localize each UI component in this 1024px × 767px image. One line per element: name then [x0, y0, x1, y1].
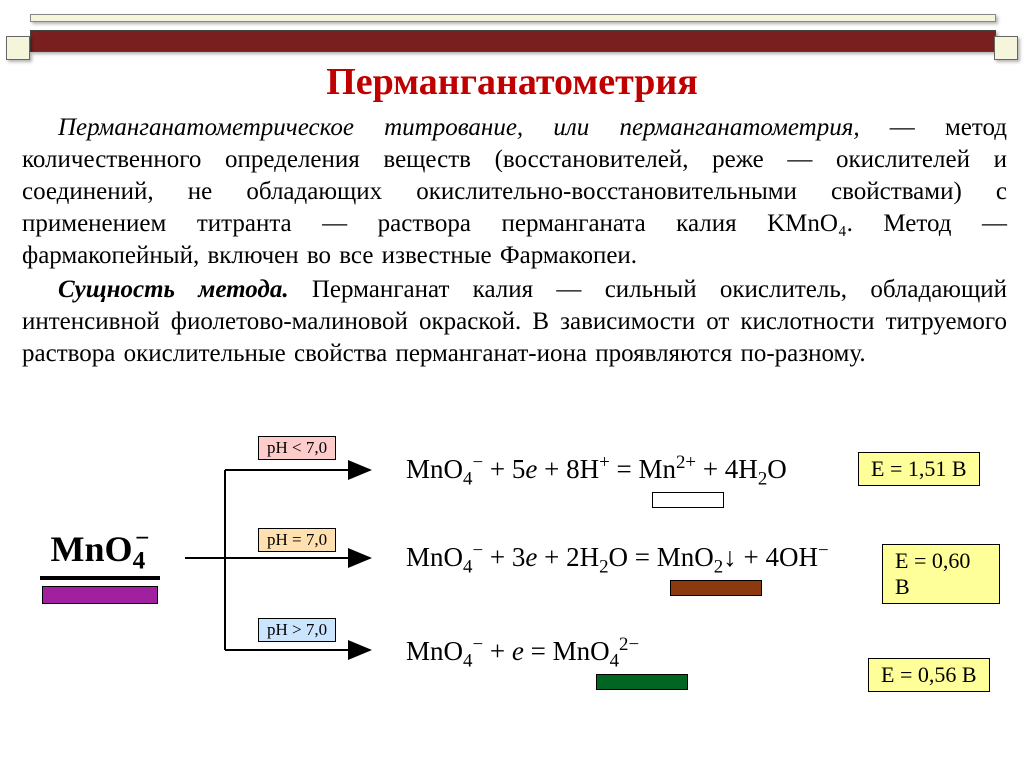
eq-basic: MnO4− + e = MnO42− [406, 634, 639, 672]
ph-tag-acidic: pH < 7,0 [258, 436, 336, 460]
corner-right [994, 36, 1018, 60]
eq-neutral: MnO4− + 3e + 2H2O = MnO2↓ + 4OH− [406, 540, 829, 578]
result-bar-acidic [652, 492, 724, 508]
ph-tag-basic: pH > 7,0 [258, 618, 336, 642]
mno4-source: MnO4− [30, 525, 170, 604]
mno4-underline [40, 576, 160, 580]
para2-lead: Сущность метода. [58, 276, 289, 303]
result-bar-basic [596, 674, 688, 690]
para-essence: Сущность метода. Перманганат калия — сил… [22, 274, 1007, 370]
potential-basic: E = 0,56 B [868, 658, 990, 692]
para-definition: Перманганатометрическое титрование, или … [22, 112, 1007, 272]
result-bar-neutral [670, 580, 762, 596]
slide-title: Перманганатометрия [0, 60, 1024, 104]
mno4-color-bar [42, 586, 158, 604]
corner-left [6, 36, 30, 60]
body-text: Перманганатометрическое титрование, или … [22, 112, 1007, 372]
potential-neutral: E = 0,60 B [882, 544, 1000, 604]
eq-acidic: MnO4− + 5e + 8H+ = Mn2+ + 4H2O [406, 452, 787, 490]
para1-lead: Перманганатометрическое титрование, или … [58, 114, 860, 141]
mno4-formula: MnO4− [30, 525, 170, 576]
reaction-diagram: MnO4− pH < 7,0 MnO4− + 5e + 8H+ = Mn2+ +… [30, 440, 1000, 740]
potential-acidic: E = 1,51 B [858, 452, 980, 486]
ph-tag-neutral: pH = 7,0 [258, 528, 336, 552]
top-beige-rule [30, 14, 996, 22]
arrows-svg [185, 440, 375, 680]
red-band [30, 30, 996, 52]
